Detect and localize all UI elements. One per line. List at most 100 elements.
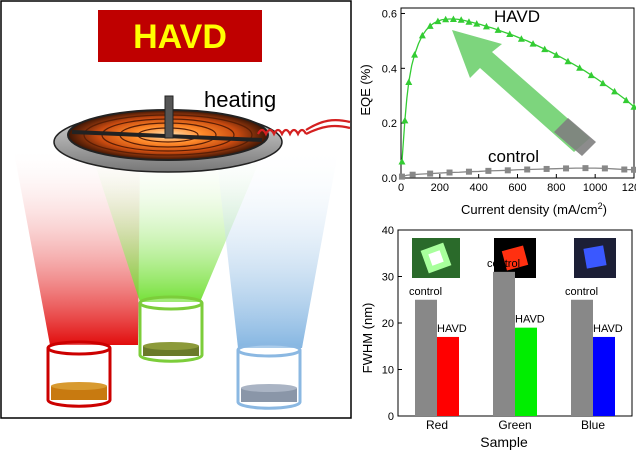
fwhm-bar-control	[415, 299, 437, 416]
eqe-point-control	[524, 166, 531, 173]
eqe-x-tick-label: 400	[469, 182, 487, 194]
eqe-point-HAVD	[622, 96, 630, 104]
eqe-point-HAVD	[552, 51, 560, 58]
fwhm-y-axis-label: FWHM (nm)	[360, 303, 375, 374]
eqe-point-HAVD	[599, 79, 607, 87]
red-sample-cup	[46, 340, 112, 408]
eqe-point-control	[427, 170, 434, 177]
fwhm-x-axis-label: Sample	[480, 434, 528, 450]
fwhm-category-label: Red	[426, 418, 448, 432]
fwhm-bar-label-HAVD: HAVD	[515, 314, 545, 326]
eqe-point-HAVD	[529, 40, 537, 47]
trend-arrow-tail	[554, 118, 596, 156]
fwhm-category-label: Blue	[581, 418, 605, 432]
eqe-point-HAVD	[398, 158, 406, 165]
eqe-point-HAVD	[418, 31, 426, 39]
blue-light-cone	[216, 152, 338, 348]
eqe-series-label-HAVD: HAVD	[494, 7, 540, 26]
green-sample-cup	[138, 295, 204, 363]
eqe-point-control	[485, 167, 492, 174]
eqe-x-tick-label: 1200	[622, 182, 636, 194]
fwhm-bar-label-control: control	[487, 258, 520, 270]
eqe-point-HAVD	[457, 16, 465, 23]
fwhm-bar-label-control: control	[565, 286, 598, 298]
eqe-y-tick-label: 0.2	[382, 118, 397, 130]
fwhm-category-label: Green	[498, 418, 531, 432]
eqe-point-HAVD	[449, 15, 457, 22]
trend-arrow	[452, 30, 596, 156]
fwhm-bar-control	[571, 299, 593, 416]
eqe-point-control	[446, 169, 453, 176]
eqe-x-tick-label: 0	[398, 182, 404, 194]
eqe-point-HAVD	[426, 22, 434, 29]
eqe-y-tick-label: 0.6	[382, 8, 397, 20]
green-light-cone	[92, 155, 262, 302]
trend-arrow-shape	[452, 30, 590, 152]
fwhm-y-tick-label: 30	[382, 272, 394, 284]
heating-wire-icon	[257, 119, 351, 137]
scheme-title: HAVD	[133, 18, 227, 56]
eqe-point-HAVD	[401, 116, 409, 124]
eqe-point-HAVD	[541, 45, 549, 53]
fwhm-bar-HAVD	[437, 336, 459, 416]
eqe-point-HAVD	[482, 22, 490, 30]
eqe-point-HAVD	[506, 30, 514, 38]
eqe-labels: EQE (%) Current density (mA/cm2)	[358, 64, 607, 217]
eqe-point-control	[582, 165, 589, 172]
eqe-x-axis-label: Current density (mA/cm2)	[461, 201, 607, 217]
eqe-point-control	[398, 173, 405, 180]
eqe-point-control	[409, 171, 416, 178]
title-box	[98, 10, 262, 62]
havd-schematic: HAVD heating	[0, 0, 352, 419]
eqe-point-HAVD	[405, 78, 413, 86]
eqe-series-group: HAVD control	[398, 7, 636, 180]
eqe-point-control	[621, 166, 628, 173]
fwhm-y-tick-label: 20	[382, 318, 394, 330]
eqe-y-tick-label: 0.0	[382, 173, 397, 185]
eqe-point-HAVD	[465, 18, 473, 25]
fwhm-bar-label-control: control	[409, 286, 442, 298]
fwhm-y-tick-label: 0	[388, 411, 394, 423]
fwhm-bar-control	[493, 271, 515, 416]
eqe-chart: 0 200 400 600 800 1000 1200 0.0 0.2 0.4 0.6 HAVD co…	[358, 7, 636, 217]
fwhm-bar-label-HAVD: HAVD	[437, 323, 467, 335]
eqe-x-tick-label: 800	[547, 182, 565, 194]
fwhm-bars-group: control HAVD control HAVD control HAVD	[409, 258, 623, 416]
eqe-point-HAVD	[494, 26, 502, 33]
eqe-x-tick-label: 200	[431, 182, 449, 194]
eqe-point-HAVD	[411, 51, 419, 58]
eqe-x-tick-label: 1000	[583, 182, 607, 194]
eqe-point-HAVD	[442, 15, 450, 23]
fwhm-bar-HAVD	[593, 336, 615, 416]
eqe-point-HAVD	[473, 20, 481, 27]
fwhm-bar-HAVD	[515, 327, 537, 416]
eqe-point-HAVD	[517, 35, 525, 42]
eqe-y-tick-label: 0.4	[382, 63, 397, 75]
fwhm-axes: 0 10 20 30 40 Red Green Blue	[382, 225, 633, 432]
eqe-point-control	[465, 168, 472, 175]
fwhm-bar-label-HAVD: HAVD	[593, 323, 623, 335]
eqe-point-control	[631, 166, 636, 173]
fwhm-labels: FWHM (nm) Sample	[360, 303, 528, 450]
led-photo-green	[412, 238, 460, 278]
eqe-point-HAVD	[587, 71, 595, 79]
eqe-x-tick-label: 600	[508, 182, 526, 194]
eqe-point-control	[601, 165, 608, 172]
heating-label: heating	[204, 87, 276, 112]
fwhm-y-tick-label: 10	[382, 365, 394, 377]
led-photo-red	[494, 238, 536, 278]
eqe-point-HAVD	[576, 64, 584, 71]
eqe-point-HAVD	[564, 57, 572, 65]
eqe-point-control	[543, 165, 550, 172]
eqe-axes: 0 200 400 600 800 1000 1200 0.0 0.2 0.4 0.6	[382, 7, 636, 194]
eqe-point-HAVD	[434, 17, 442, 25]
eqe-point-control	[504, 167, 511, 174]
heater-rod	[164, 95, 174, 139]
led-photo-blue	[574, 238, 616, 278]
eqe-series-label-control: control	[488, 147, 539, 166]
eqe-y-axis-label: EQE (%)	[358, 64, 373, 115]
eqe-point-HAVD	[630, 103, 636, 110]
eqe-point-control	[563, 165, 570, 172]
blue-sample-cup	[236, 342, 302, 410]
